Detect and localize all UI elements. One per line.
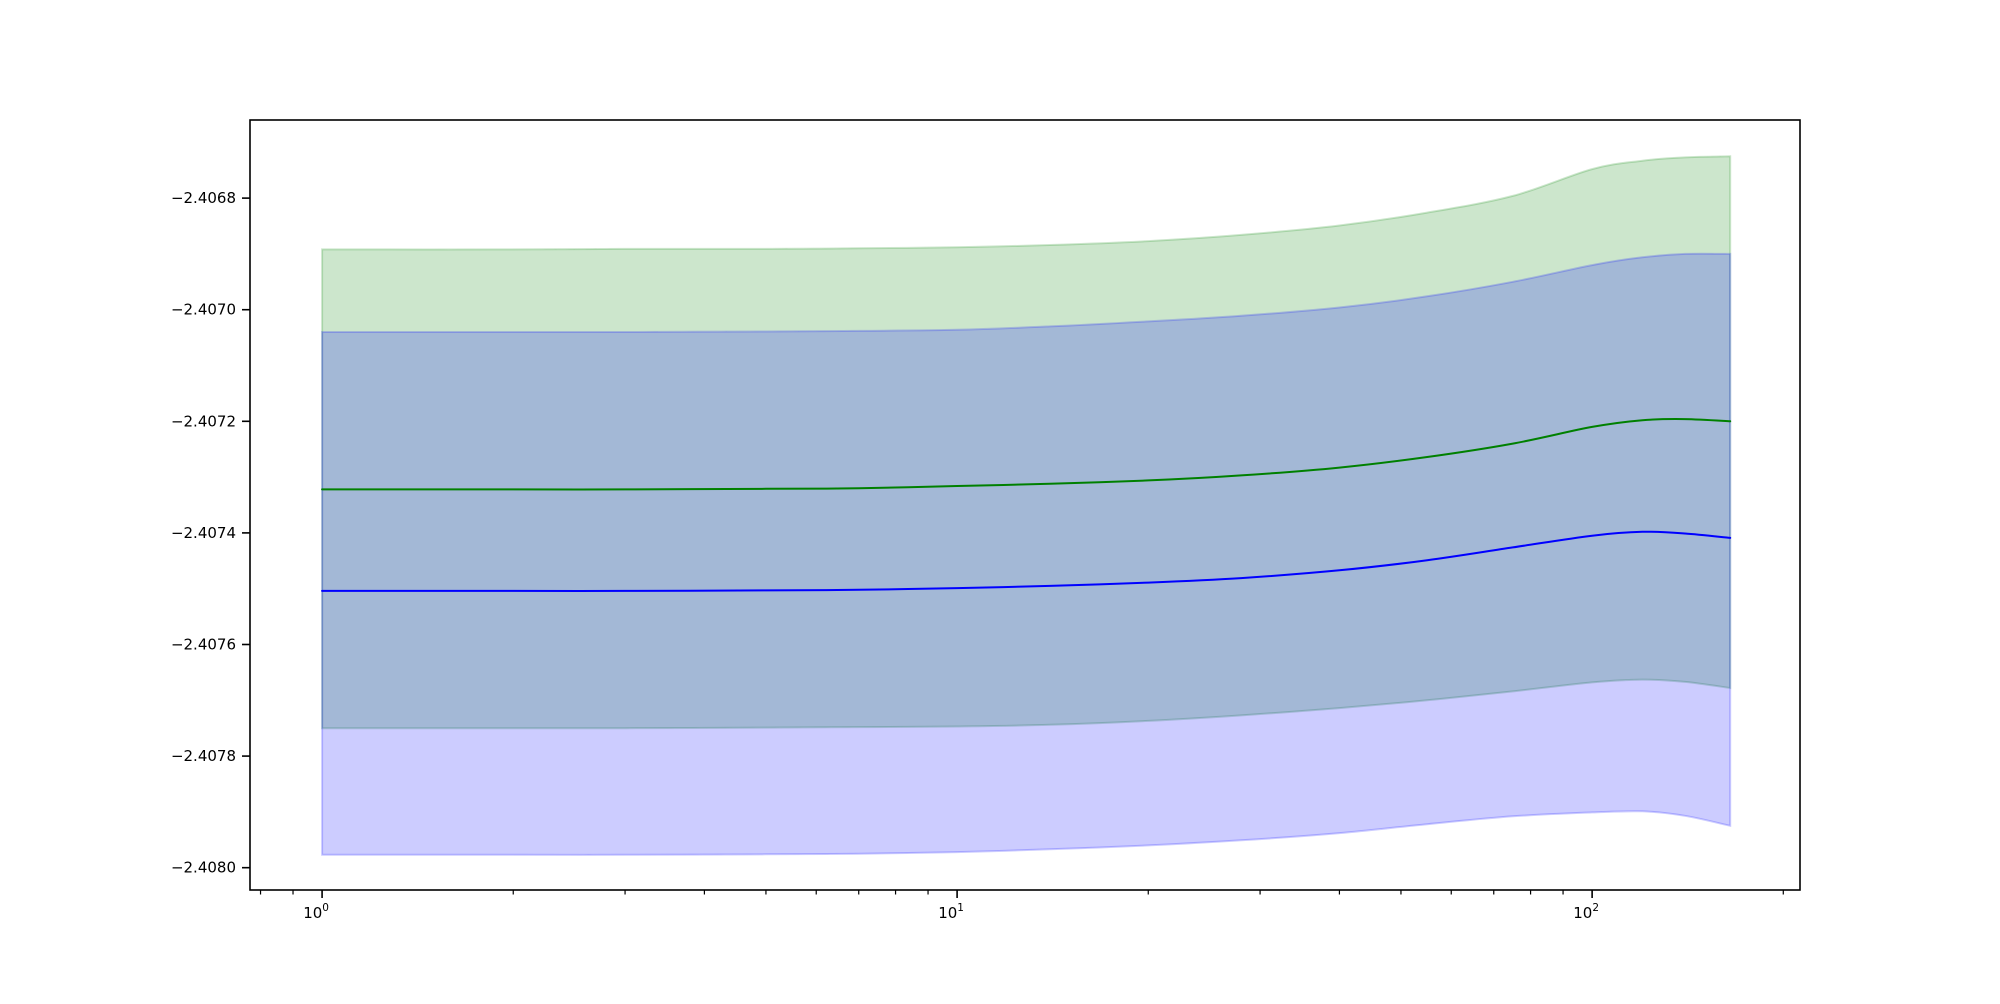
y-tick-label: −2.4076 [171, 635, 236, 653]
green-series-mean-line [321, 418, 1732, 491]
x-tick-exponent: 2 [1592, 902, 1599, 914]
x-tick-label: 102 [1573, 902, 1599, 922]
y-tick-label: −2.4078 [171, 747, 236, 765]
x-tick-label: 101 [938, 902, 964, 922]
y-tick-label: −2.4074 [171, 524, 236, 542]
y-tick-label: −2.4068 [171, 189, 236, 207]
x-tick-exponent: 0 [322, 902, 329, 914]
plot-area-spines [249, 119, 1801, 891]
y-tick-label: −2.4072 [171, 412, 236, 430]
y-tick-label: −2.4080 [171, 859, 236, 877]
x-tick-label: 100 [303, 902, 329, 922]
y-tick-label: −2.4070 [171, 301, 236, 319]
x-tick-exponent: 1 [957, 902, 964, 914]
blue-series-mean-line [321, 530, 1732, 592]
blue-series-confidence-band [321, 252, 1732, 856]
